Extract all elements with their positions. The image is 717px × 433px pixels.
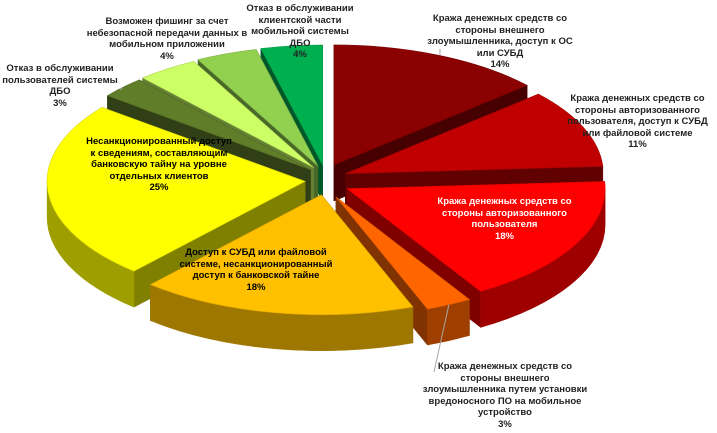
slice-label-8: Отказ в обслуживании клиентской части мо… [244,3,356,61]
slice-top-layer [46,44,606,316]
slice-label-1: Кража денежных средств со стороны автори… [565,93,710,151]
slice-label-2-percent: 18% [494,230,514,242]
slice-label-8-text: Отказ в обслуживании клиентской части мо… [246,3,354,49]
slice-label-3: Кража денежных средств со стороны внешне… [420,361,590,430]
slice-label-1-text: Кража денежных средств со стороны автори… [567,93,708,139]
slice-label-1-percent: 11% [628,139,647,150]
slice-label-5-text: Несанкционированный доступ к сведениям, … [86,136,232,182]
slice-label-0: Кража денежных средств со стороны внешне… [420,13,580,71]
slice-label-4-text: Доступ к СУБД или файловой системе, неса… [179,247,333,281]
slice-label-4-percent: 18% [246,281,266,293]
leader-line-3 [433,304,450,373]
slice-label-3-percent: 3% [498,418,512,430]
slice-7 [141,61,314,168]
slice-0 [333,44,528,166]
slice-4 [149,194,414,316]
slice-label-7-percent: 4% [160,50,174,62]
slice-label-6-text: Отказ в обслуживании пользователей систе… [2,63,118,97]
slice-label-6: Отказ в обслуживании пользователей систе… [2,63,118,109]
slice-label-0-text: Кража денежных средств со стороны внешне… [427,13,573,59]
slice-5 [46,107,306,272]
slice-2 [346,181,606,292]
slice-label-2: Кража денежных средств со стороны автори… [432,196,577,242]
slice-label-6-percent: 3% [53,97,67,109]
leader-line-6 [119,87,123,91]
slice-label-4: Доступ к СУБД или файловой системе, неса… [176,247,336,293]
slice-label-2-text: Кража денежных средств со стороны автори… [437,196,572,230]
slice-label-7: Возможен фишинг за счет небезопасной пер… [86,16,248,62]
slice-8 [197,49,319,167]
slice-label-5: Несанкционированный доступ к сведениям, … [84,136,234,194]
slice-label-8-percent: 4% [293,49,307,60]
leader-lines [119,48,450,373]
slice-label-5-percent: 25% [149,182,169,193]
slice-6 [106,79,311,171]
slice-label-0-percent: 14% [490,59,510,70]
slice-label-3-text: Кража денежных средств со стороны внешне… [422,361,588,418]
slice-9 [260,44,323,166]
slice-1 [345,93,604,174]
slice-label-7-text: Возможен фишинг за счет небезопасной пер… [86,16,248,50]
